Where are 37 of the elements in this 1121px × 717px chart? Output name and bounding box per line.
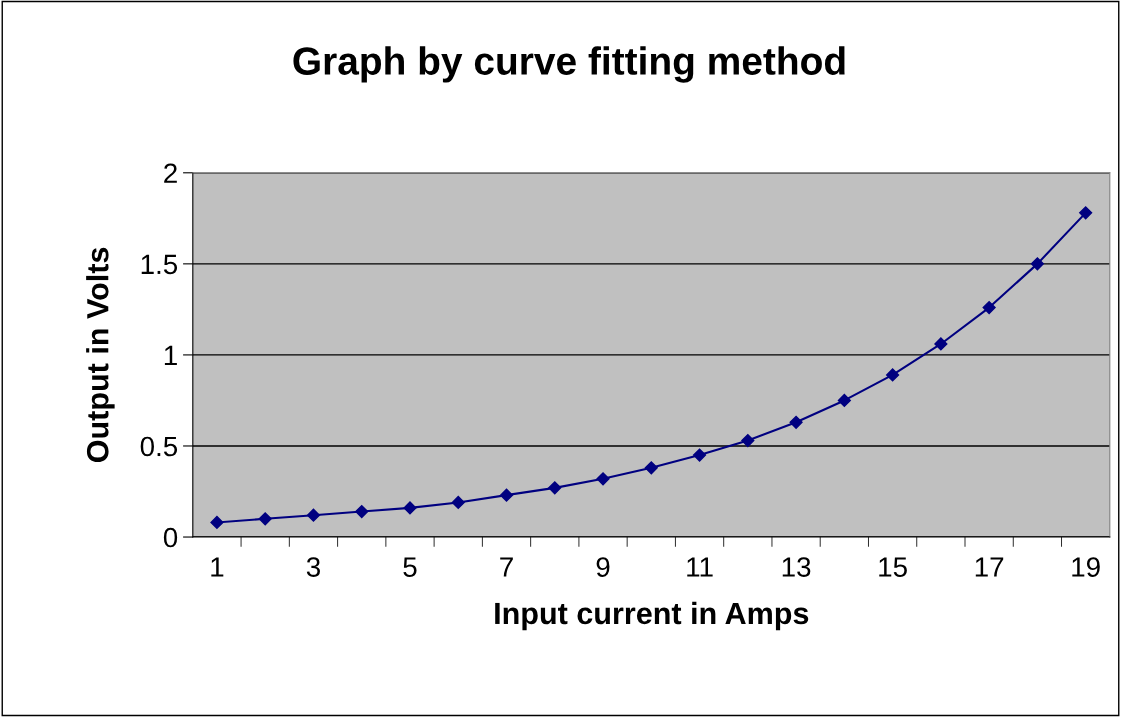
- x-tick-label: 3: [306, 557, 320, 577]
- point: [210, 515, 224, 530]
- x-tick-label: 7: [500, 557, 513, 577]
- x-tick-label: 15: [879, 557, 907, 577]
- point: [741, 433, 755, 448]
- point: [258, 512, 272, 526]
- point: [1030, 257, 1044, 271]
- y-tick-label: 1: [164, 345, 177, 365]
- chart-title: Graph by curve fitting method: [293, 46, 845, 83]
- y-tick-label: 2: [164, 163, 177, 183]
- x-tick-label: 5: [403, 557, 417, 577]
- x-axis-title: Input current in Amps: [495, 601, 809, 631]
- point: [886, 368, 900, 382]
- point: [982, 300, 996, 315]
- point: [548, 481, 562, 495]
- y-tick-label: 0: [163, 527, 178, 548]
- point: [934, 337, 948, 351]
- x-tick-label: 13: [782, 557, 811, 577]
- y-tick-label: 0.5: [140, 436, 178, 457]
- y-axis-title: Output in Volts: [86, 247, 115, 462]
- point: [1079, 206, 1093, 220]
- point: [596, 472, 610, 486]
- point: [451, 495, 465, 510]
- point: [837, 393, 851, 408]
- point: [499, 488, 514, 502]
- y-tick-label: 1.5: [141, 254, 178, 275]
- point: [789, 415, 803, 429]
- x-tick-label: 11: [687, 557, 713, 577]
- point: [692, 448, 707, 462]
- x-tick-label: 9: [596, 557, 610, 577]
- x-tick-label: 19: [1072, 557, 1100, 577]
- x-tick-label: 17: [975, 557, 1004, 577]
- point: [403, 501, 417, 515]
- point: [644, 461, 658, 475]
- point: [306, 508, 321, 522]
- x-tick-label: 1: [211, 557, 224, 577]
- point: [355, 504, 369, 519]
